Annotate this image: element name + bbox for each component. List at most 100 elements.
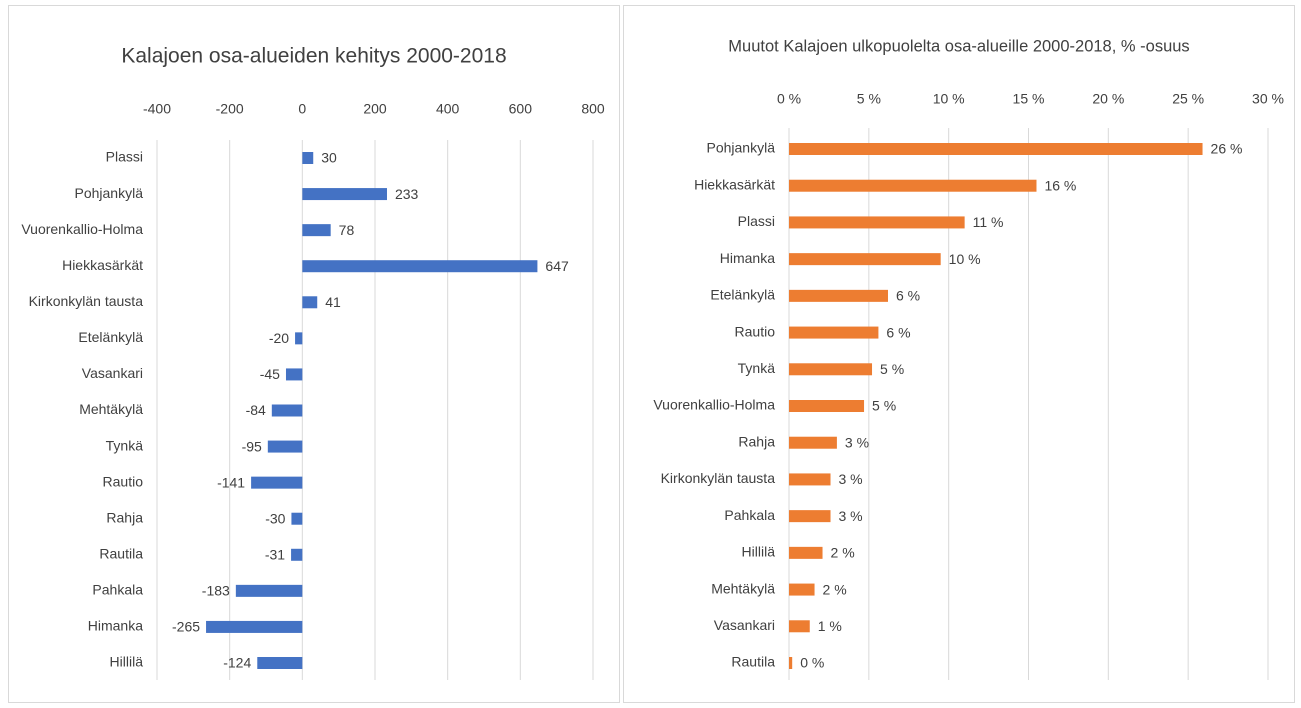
y-tick-label: Hiekkasärkät [62, 257, 143, 273]
y-tick-label: Plassi [738, 213, 775, 229]
y-tick-label: Mehtäkylä [711, 580, 775, 596]
data-label: -30 [265, 510, 285, 526]
x-tick-label: 15 % [1013, 91, 1045, 107]
bar [789, 583, 815, 596]
y-tick-label: Vasankari [82, 365, 143, 381]
y-tick-label: Rahja [738, 433, 775, 449]
bar [206, 620, 303, 633]
data-label: 2 % [823, 581, 847, 597]
data-label: 0 % [800, 655, 824, 671]
data-label: -183 [202, 583, 230, 599]
data-label: 6 % [886, 324, 910, 340]
bar [302, 260, 538, 273]
bar [789, 289, 888, 302]
y-tick-label: Himanka [88, 618, 143, 634]
bar [789, 400, 865, 412]
y-tick-label: Hillilä [110, 654, 144, 670]
bar [267, 440, 303, 453]
data-label: -95 [242, 438, 262, 454]
data-label: 2 % [831, 545, 855, 561]
bar [789, 179, 1037, 192]
data-label: -141 [217, 474, 245, 490]
x-tick-label: 0 % [777, 91, 801, 107]
bar [789, 363, 873, 376]
bar [789, 510, 831, 523]
y-tick-label: Kirkonkylän tausta [661, 470, 776, 486]
data-label: 3 % [845, 434, 869, 450]
bar [291, 512, 303, 525]
x-tick-label: 600 [509, 101, 533, 117]
data-label: 26 % [1211, 141, 1243, 157]
y-tick-label: Plassi [106, 149, 143, 165]
data-label: 6 % [896, 288, 920, 304]
x-tick-label: 800 [581, 101, 605, 117]
y-tick-label: Etelänkylä [78, 329, 143, 345]
y-tick-label: Tynkä [106, 437, 144, 453]
y-tick-label: Himanka [720, 250, 775, 266]
y-tick-label: Tynkä [738, 360, 776, 376]
y-tick-label: Mehtäkylä [79, 401, 143, 417]
y-tick-label: Kirkonkylän tausta [29, 293, 144, 309]
data-label: -45 [260, 366, 280, 382]
y-tick-label: Rautila [731, 654, 775, 670]
x-tick-label: -200 [216, 101, 244, 117]
x-tick-label: 400 [436, 101, 460, 117]
y-tick-label: Hiekkasärkät [694, 176, 775, 192]
data-label: 5 % [872, 398, 896, 414]
data-label: 11 % [973, 214, 1004, 230]
bar [271, 404, 303, 417]
chart-title: Muutot Kalajoen ulkopuolelta osa-alueill… [728, 37, 1189, 55]
y-tick-label: Etelänkylä [710, 287, 775, 303]
bar [302, 296, 318, 309]
y-tick-label: Rautio [735, 323, 776, 339]
bar [789, 620, 810, 633]
bar [789, 436, 837, 449]
bar [302, 152, 314, 164]
bar [295, 332, 303, 345]
data-label: -84 [246, 402, 266, 418]
bar [302, 224, 331, 237]
data-label: 16 % [1044, 177, 1076, 193]
bar [789, 326, 879, 339]
y-tick-label: Rautila [99, 545, 143, 561]
x-tick-label: 20 % [1092, 91, 1124, 107]
panel [623, 5, 1295, 703]
data-label: -265 [172, 619, 200, 635]
data-label: 5 % [880, 361, 904, 377]
data-label: -31 [265, 546, 285, 562]
y-tick-label: Rautio [103, 473, 144, 489]
chart-title: Kalajoen osa-alueiden kehitys 2000-2018 [121, 45, 506, 68]
bar [789, 546, 823, 559]
bar [251, 476, 303, 489]
y-tick-label: Rahja [106, 509, 143, 525]
y-tick-label: Pahkala [92, 582, 143, 598]
y-tick-label: Vuorenkallio-Holma [653, 397, 775, 413]
data-label: 78 [339, 222, 355, 238]
bar [789, 473, 831, 486]
x-tick-label: 25 % [1172, 91, 1204, 107]
bar [789, 216, 965, 229]
data-label: 3 % [839, 471, 863, 487]
data-label: 233 [395, 186, 419, 202]
y-tick-label: Vasankari [714, 617, 775, 633]
bar [257, 657, 303, 669]
x-tick-label: 0 [298, 101, 306, 117]
bar [285, 368, 303, 381]
data-label: -20 [269, 330, 289, 346]
data-label: 1 % [818, 618, 842, 634]
y-tick-label: Pohjankylä [707, 140, 776, 156]
bar [789, 657, 793, 669]
data-label: 647 [545, 258, 569, 274]
y-tick-label: Pahkala [724, 507, 775, 523]
y-tick-label: Pohjankylä [75, 185, 144, 201]
y-tick-label: Vuorenkallio-Holma [21, 221, 143, 237]
panel [8, 5, 620, 703]
x-tick-label: 5 % [857, 91, 881, 107]
data-label: 30 [321, 150, 337, 166]
x-tick-label: -400 [143, 101, 171, 117]
data-label: -124 [223, 655, 251, 671]
bar [789, 253, 941, 266]
data-label: 41 [325, 294, 341, 310]
